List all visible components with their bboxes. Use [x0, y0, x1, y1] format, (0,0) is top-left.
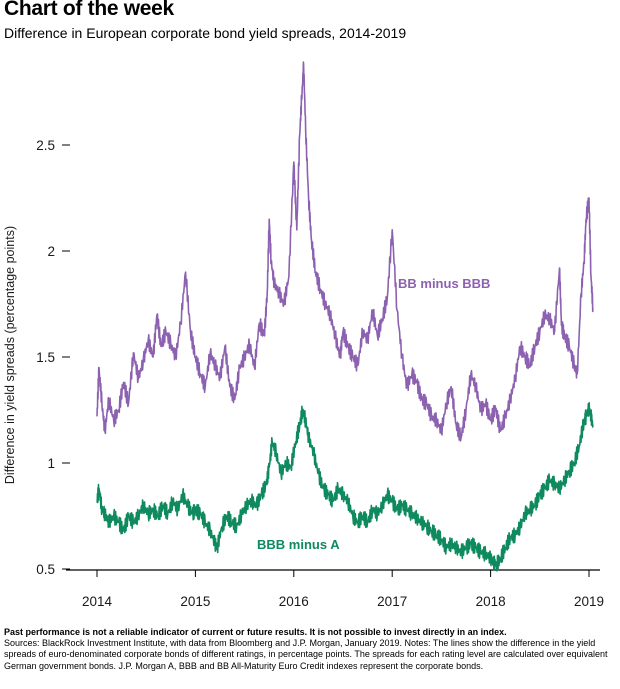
- y-tick-label: 1.5: [36, 350, 55, 365]
- y-tick-label: 1: [47, 456, 55, 471]
- x-tick-label: 2016: [279, 594, 309, 609]
- chart-title: Chart of the week: [4, 0, 174, 20]
- y-axis-title: Difference in yield spreads (percentage …: [3, 226, 17, 484]
- x-tick-label: 2014: [82, 594, 113, 609]
- x-axis-ticks: 2014 2015 2016 2017 2018 2019: [82, 570, 604, 609]
- y-tick-label: 0.5: [36, 562, 55, 577]
- x-tick-label: 2019: [574, 594, 604, 609]
- x-tick-label: 2015: [180, 594, 210, 609]
- x-tick-label: 2018: [476, 594, 506, 609]
- chart-subtitle: Difference in European corporate bond yi…: [4, 25, 407, 41]
- series-label-bb-minus-bbb: BB minus BBB: [398, 276, 490, 291]
- y-tick-label: 2: [47, 244, 55, 259]
- line-chart: Difference in yield spreads (percentage …: [3, 61, 604, 609]
- x-tick-label: 2017: [377, 594, 407, 609]
- series-label-bbb-minus-a: BBB minus A: [257, 537, 340, 552]
- sources-text: Sources: BlackRock Investment Institute,…: [4, 638, 608, 671]
- y-axis-ticks: 0.5 1 1.5 2 2.5: [36, 138, 70, 577]
- footnote: Past performance is not a reliable indic…: [4, 627, 616, 672]
- disclaimer-text: Past performance is not a reliable indic…: [4, 627, 507, 637]
- series-line-bbb-minus-a: [96, 402, 594, 572]
- series-layer: [96, 61, 594, 572]
- series-line-bb-minus-bbb: [96, 61, 594, 442]
- y-tick-label: 2.5: [36, 138, 55, 153]
